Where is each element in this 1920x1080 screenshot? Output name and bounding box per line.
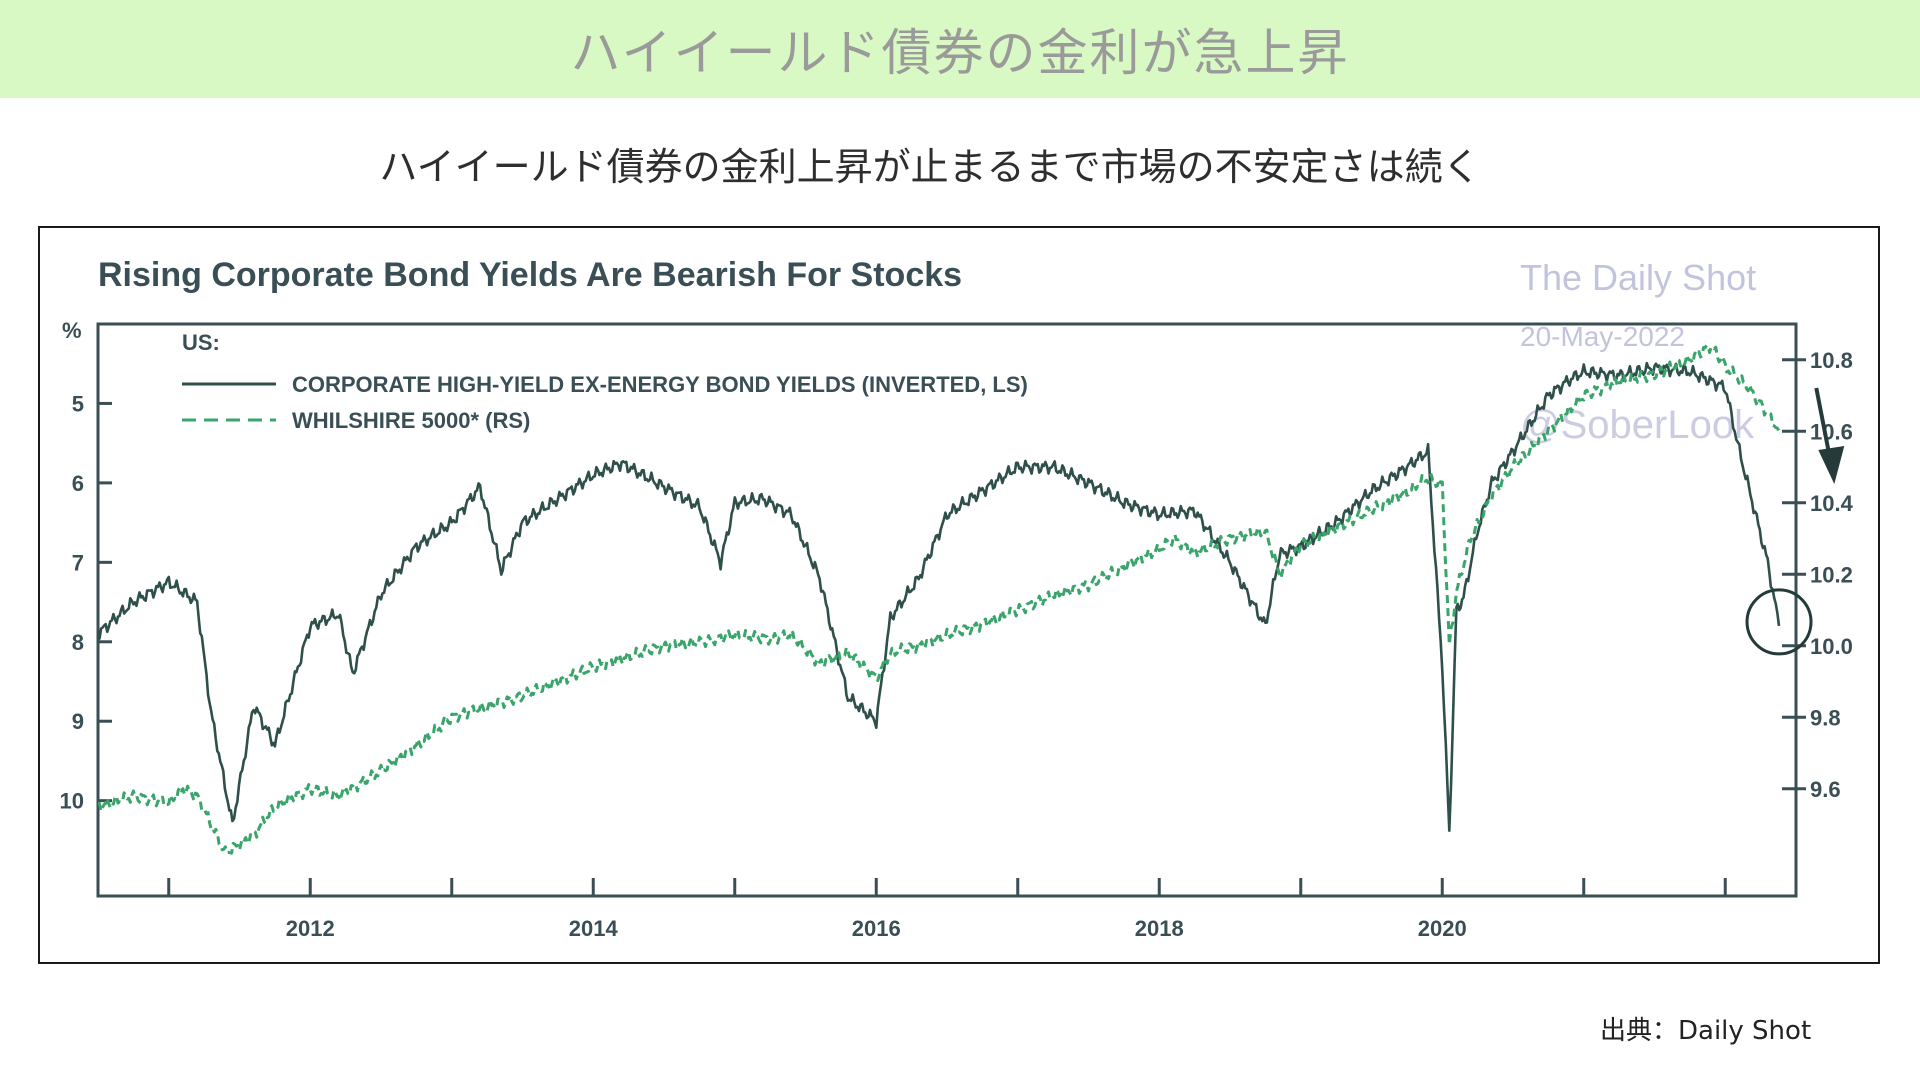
header-banner: ハイイールド債券の金利が急上昇	[0, 0, 1920, 98]
legend-label-wilshire: WHILSHIRE 5000* (RS)	[292, 408, 530, 433]
x-tick-label: 2014	[569, 916, 619, 941]
right-tick-label: 10.8	[1810, 348, 1853, 373]
x-tick-label: 2018	[1135, 916, 1184, 941]
watermark-handle: @SoberLook	[1520, 403, 1755, 447]
source-credit: 出典：Daily Shot	[1600, 1016, 1812, 1046]
plot-axes	[96, 322, 1798, 898]
watermark-brand: The Daily Shot	[1520, 257, 1756, 298]
annotations	[1745, 387, 1845, 656]
x-tick-label: 2012	[286, 916, 335, 941]
left-tick-label: 9	[72, 709, 84, 734]
hy-yield-line	[97, 361, 1781, 832]
chart-frame: Rising Corporate Bond Yields Are Bearish…	[38, 226, 1880, 964]
x-tick-label: 2016	[852, 916, 901, 941]
highlight-circle	[1745, 588, 1813, 656]
right-tick-label: 10.4	[1810, 491, 1854, 516]
left-tick-label: 8	[72, 630, 84, 655]
chart-title: Rising Corporate Bond Yields Are Bearish…	[98, 256, 962, 294]
down-arrow-shaft	[1814, 387, 1833, 461]
x-tick-label: 2020	[1418, 916, 1467, 941]
slide-subtitle: ハイイールド債券の金利上昇が止まるまで市場の不安定さは続く	[379, 145, 1481, 189]
legend-heading: US:	[182, 330, 220, 355]
left-tick-label: 6	[72, 471, 84, 496]
right-tick-label: 10.6	[1810, 419, 1853, 444]
legend: US: CORPORATE HIGH-YIELD EX-ENERGY BOND …	[182, 330, 1028, 433]
plot-border	[96, 322, 1798, 898]
legend-label-hy: CORPORATE HIGH-YIELD EX-ENERGY BOND YIEL…	[292, 372, 1028, 397]
left-tick-label: 10	[60, 789, 84, 814]
right-tick-label: 10.0	[1810, 634, 1853, 659]
series-lines	[97, 343, 1781, 855]
right-tick-label: 9.6	[1810, 777, 1841, 802]
left-tick-label: 5	[72, 391, 84, 416]
watermark-date: 20-May-2022	[1520, 321, 1685, 352]
left-axis-unit: %	[62, 318, 82, 343]
banner-title: ハイイールド債券の金利が急上昇	[570, 24, 1350, 82]
right-tick-label: 10.2	[1810, 562, 1853, 587]
chart: Rising Corporate Bond Yields Are Bearish…	[60, 256, 1854, 941]
left-tick-label: 7	[72, 550, 84, 575]
axis-ticks: 5 6 7 8 9 10 10.8 10.6 10.4 10.2 10.0 9.8 9.6 2012 201…	[60, 348, 1854, 941]
wilshire-line	[97, 343, 1781, 855]
right-tick-label: 9.8	[1810, 705, 1841, 730]
down-arrow-head	[1818, 446, 1845, 484]
